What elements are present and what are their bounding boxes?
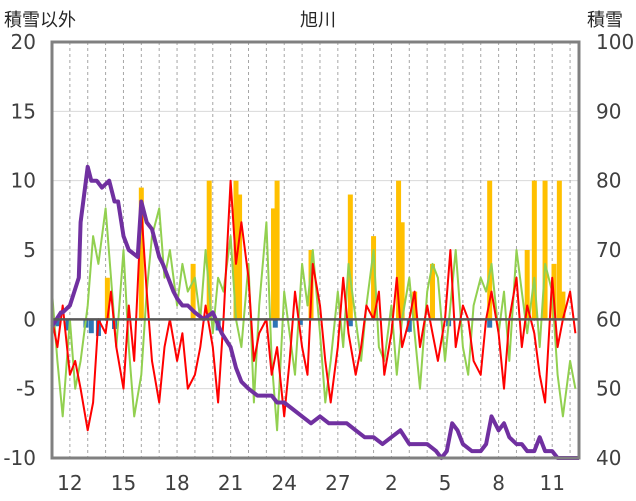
left-tick-label: 0 (23, 307, 36, 331)
left-tick-label: 5 (23, 238, 36, 262)
right-y-ticks: 100 90 80 70 60 50 40 (596, 30, 634, 470)
orange_bars-bar (347, 194, 353, 320)
orange_bars-bar (237, 194, 243, 320)
x-tick-label: 2 (385, 471, 398, 495)
orange_bars-bar (206, 180, 212, 320)
left-tick-label: -10 (3, 446, 36, 470)
orange_bars-bar (371, 236, 377, 320)
blue_bars-bar (272, 319, 278, 328)
blue_bars-bar (297, 319, 303, 325)
series-lines (50, 164, 579, 460)
x-tick-label: 18 (164, 471, 189, 495)
chart-title: 旭川 (300, 10, 336, 31)
green_series-line (51, 207, 577, 432)
right-tick-label: 90 (596, 99, 621, 123)
orange_bars-bar (412, 291, 418, 320)
x-tick-label: 11 (539, 471, 564, 495)
orange_bars-bar (542, 180, 548, 320)
left-y-ticks: 20 15 10 5 0 -5 -10 (3, 30, 36, 470)
blue_bars-bar (347, 319, 353, 327)
temperature-line (51, 179, 577, 432)
orange_bars-bar (396, 180, 402, 320)
x-tick-label: 15 (111, 471, 136, 495)
right-tick-label: 70 (596, 238, 621, 262)
orange_bars-bar (524, 250, 530, 320)
right-tick-label: 50 (596, 377, 621, 401)
orange_bars-bar (560, 291, 566, 320)
orange_bars-bar (274, 180, 280, 320)
plot-frame (50, 40, 581, 460)
orange_bars-bar (531, 180, 537, 320)
blue_bars-bar (65, 319, 71, 331)
x-tick-label: 24 (272, 471, 297, 495)
orange_bars-bar (556, 180, 562, 320)
left-tick-label: 15 (11, 99, 36, 123)
blue_bars-bar (406, 319, 412, 332)
x-tick-label: 12 (57, 471, 82, 495)
orange_bars-bar (138, 187, 144, 320)
right-tick-label: 40 (596, 446, 621, 470)
x-ticks: 12 15 18 21 24 27 2 5 8 11 (57, 471, 565, 495)
left-tick-label: 20 (11, 30, 36, 54)
orange_bars-bar (104, 277, 110, 320)
left-tick-label: 10 (11, 169, 36, 193)
blue_bars-bar (88, 319, 94, 334)
blue_bars-bar (54, 319, 60, 327)
x-tick-label: 27 (325, 471, 350, 495)
x-tick-label: 5 (439, 471, 452, 495)
right-tick-label: 60 (596, 307, 621, 331)
left-tick-label: -5 (16, 377, 36, 401)
x-tick-label: 21 (218, 471, 243, 495)
right-tick-label: 100 (596, 30, 634, 54)
orange_bars-bar (430, 263, 436, 320)
right-axis-label: 積雪 (587, 10, 623, 31)
orange_bars-bar (399, 222, 405, 320)
blue_bars-bar (487, 319, 493, 328)
right-tick-label: 80 (596, 169, 621, 193)
x-tick-label: 8 (492, 471, 505, 495)
left-axis-label: 積雪以外 (4, 10, 76, 31)
orange_bars-bar (271, 208, 277, 320)
orange_bars-bar (487, 180, 493, 320)
orange_bars-bar (190, 263, 196, 320)
snow_depth-line (50, 164, 579, 460)
